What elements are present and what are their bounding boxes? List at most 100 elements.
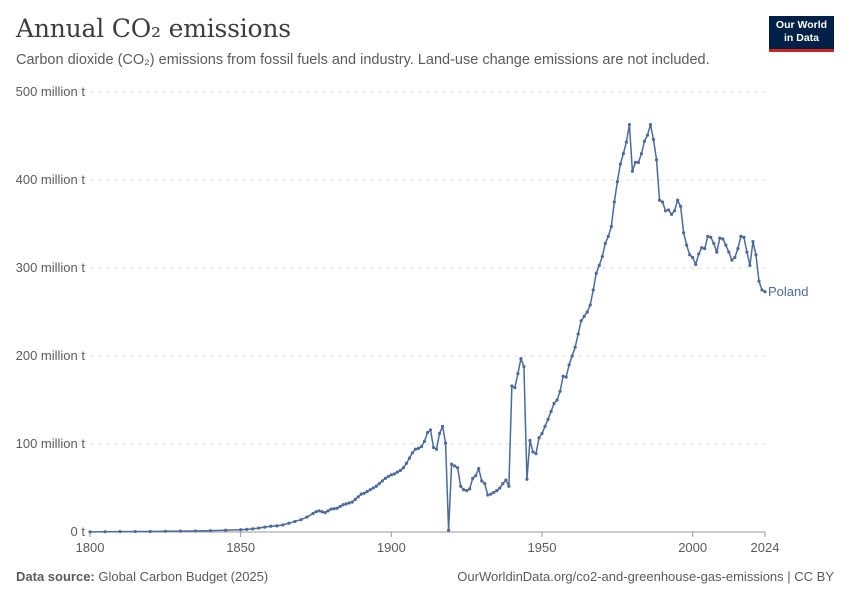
data-point[interactable] xyxy=(624,140,628,144)
data-point[interactable] xyxy=(329,507,333,511)
data-point[interactable] xyxy=(697,252,701,256)
data-point[interactable] xyxy=(401,466,405,470)
data-point[interactable] xyxy=(431,445,436,450)
data-point[interactable] xyxy=(594,271,598,275)
data-point[interactable] xyxy=(263,525,267,529)
data-point[interactable] xyxy=(428,428,433,432)
data-point[interactable] xyxy=(543,424,547,428)
data-point[interactable] xyxy=(603,241,607,245)
data-point[interactable] xyxy=(727,250,731,254)
data-point[interactable] xyxy=(606,234,610,238)
data-point[interactable] xyxy=(706,234,710,238)
source-url[interactable]: OurWorldinData.org/co2-and-greenhouse-ga… xyxy=(457,569,834,584)
data-point[interactable] xyxy=(519,357,523,361)
data-point[interactable] xyxy=(709,235,713,239)
data-point[interactable] xyxy=(446,528,451,532)
data-point[interactable] xyxy=(570,354,574,358)
data-point[interactable] xyxy=(281,523,285,527)
data-point[interactable] xyxy=(510,384,514,388)
data-point[interactable] xyxy=(573,345,577,349)
owid-logo[interactable]: Our World in Data xyxy=(769,16,834,52)
series-label[interactable]: Poland xyxy=(768,284,808,299)
data-point[interactable] xyxy=(694,262,698,267)
data-point[interactable] xyxy=(748,263,752,267)
data-point[interactable] xyxy=(724,243,728,247)
data-point[interactable] xyxy=(513,386,517,390)
data-point[interactable] xyxy=(471,476,475,480)
data-point[interactable] xyxy=(588,303,592,307)
data-point[interactable] xyxy=(353,497,357,502)
data-point[interactable] xyxy=(597,263,601,267)
data-point[interactable] xyxy=(413,447,418,451)
data-point[interactable] xyxy=(534,452,538,456)
data-point[interactable] xyxy=(386,474,390,479)
data-point[interactable] xyxy=(320,510,324,514)
data-point[interactable] xyxy=(371,486,375,490)
data-point[interactable] xyxy=(615,180,619,184)
data-point[interactable] xyxy=(666,208,671,212)
data-point[interactable] xyxy=(480,479,484,483)
data-point[interactable] xyxy=(383,476,387,480)
data-point[interactable] xyxy=(651,137,656,142)
data-point[interactable] xyxy=(456,466,460,470)
data-point[interactable] xyxy=(739,234,743,238)
data-point[interactable] xyxy=(311,511,315,516)
data-point[interactable] xyxy=(437,431,442,436)
data-point[interactable] xyxy=(528,438,532,443)
data-point[interactable] xyxy=(507,484,511,488)
data-point[interactable] xyxy=(591,288,595,292)
data-point[interactable] xyxy=(703,247,707,251)
data-point[interactable] xyxy=(133,529,137,534)
data-point[interactable] xyxy=(754,253,758,257)
data-point[interactable] xyxy=(700,246,704,250)
data-point[interactable] xyxy=(676,198,680,202)
data-point[interactable] xyxy=(380,479,384,483)
data-point[interactable] xyxy=(645,133,650,137)
data-point[interactable] xyxy=(465,489,469,493)
data-point[interactable] xyxy=(416,446,421,450)
data-point[interactable] xyxy=(224,528,228,532)
data-point[interactable] xyxy=(341,503,345,507)
data-point[interactable] xyxy=(440,424,445,428)
data-point[interactable] xyxy=(365,489,369,494)
data-point[interactable] xyxy=(522,364,526,369)
data-point[interactable] xyxy=(642,139,647,143)
data-source-value[interactable]: Global Carbon Budget (2025) xyxy=(98,569,269,584)
data-point[interactable] xyxy=(368,488,372,492)
data-point[interactable] xyxy=(275,524,279,528)
data-point[interactable] xyxy=(486,493,490,497)
data-point[interactable] xyxy=(407,456,412,460)
data-point[interactable] xyxy=(688,253,692,257)
data-point[interactable] xyxy=(600,254,604,259)
data-point[interactable] xyxy=(561,374,565,378)
data-point[interactable] xyxy=(356,495,360,499)
data-point[interactable] xyxy=(323,511,327,515)
data-point[interactable] xyxy=(633,160,638,164)
data-point[interactable] xyxy=(419,445,424,449)
data-point[interactable] xyxy=(208,529,213,533)
data-point[interactable] xyxy=(344,502,348,506)
data-point[interactable] xyxy=(525,477,529,481)
data-point[interactable] xyxy=(742,235,746,239)
data-point[interactable] xyxy=(374,484,378,488)
data-point[interactable] xyxy=(712,241,716,245)
data-point[interactable] xyxy=(745,250,749,254)
data-point[interactable] xyxy=(736,247,740,251)
data-point[interactable] xyxy=(404,461,409,465)
data-point[interactable] xyxy=(501,482,505,486)
data-point[interactable] xyxy=(552,401,556,406)
data-point[interactable] xyxy=(148,529,152,534)
data-point[interactable] xyxy=(287,521,291,525)
data-point[interactable] xyxy=(450,462,454,466)
data-point[interactable] xyxy=(609,225,613,229)
data-point[interactable] xyxy=(730,258,734,262)
data-point[interactable] xyxy=(691,255,695,260)
data-point[interactable] xyxy=(347,501,351,505)
data-point[interactable] xyxy=(468,487,472,491)
data-point[interactable] xyxy=(245,527,249,531)
data-point[interactable] xyxy=(359,492,363,496)
data-point[interactable] xyxy=(305,515,309,519)
data-point[interactable] xyxy=(760,288,764,292)
data-point[interactable] xyxy=(395,470,399,474)
data-point[interactable] xyxy=(648,122,653,127)
